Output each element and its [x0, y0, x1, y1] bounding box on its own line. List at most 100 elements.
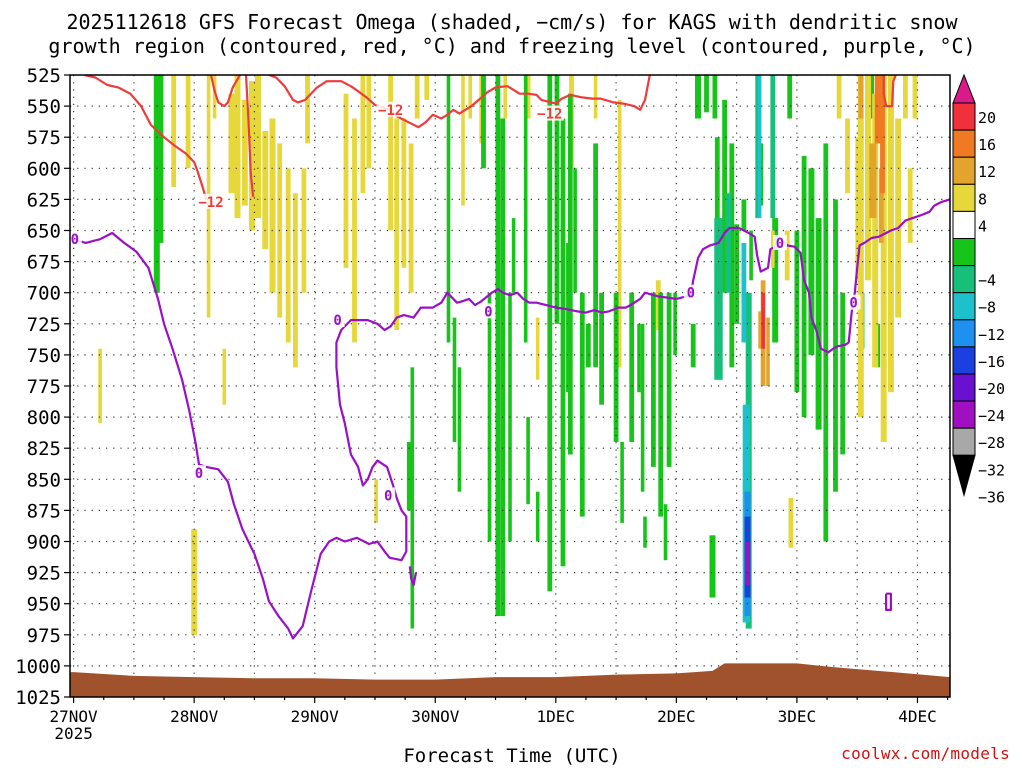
colorbar-swatch [952, 265, 976, 294]
omega-region-2 [98, 348, 102, 424]
omega-region-129 [903, 75, 908, 119]
omega-region-73 [658, 292, 664, 517]
omega-region-80 [712, 75, 718, 119]
omega-region-83 [722, 99, 727, 293]
snow-growth-label: −12 [198, 195, 223, 211]
omega-region-116 [766, 317, 770, 386]
x-tick-label: 28NOV [170, 707, 219, 726]
omega-region-11 [241, 99, 248, 206]
y-tick-label: 975 [27, 625, 61, 647]
omega-region-112 [745, 541, 750, 585]
omega-region-97 [840, 292, 846, 455]
omega-region-63 [585, 323, 591, 368]
omega-region-103 [725, 193, 732, 293]
omega-region-22 [360, 75, 366, 194]
omega-region-19 [301, 168, 307, 293]
omega-region-79 [704, 75, 709, 113]
omega-region-81 [714, 137, 720, 225]
freezing-level-contour-2 [885, 592, 892, 611]
omega-region-48 [487, 292, 492, 542]
x-axis-label: Forecast Time (UTC) [403, 745, 621, 767]
omega-region-120 [836, 75, 842, 119]
y-tick-label: 650 [27, 221, 61, 243]
omega-region-36 [535, 317, 540, 380]
omega-region-118 [784, 230, 790, 281]
freezing-level-label: 0 [195, 466, 203, 482]
omega-region-53 [523, 75, 528, 343]
omega-region-90 [787, 75, 793, 119]
snow-growth-contour-0 [84, 75, 208, 200]
omega-region-91 [794, 230, 800, 393]
y-tick-label: 900 [27, 532, 61, 554]
y-tick-label: 950 [27, 594, 61, 616]
omega-region-70 [640, 323, 645, 492]
y-tick-label: 800 [27, 407, 61, 429]
omega-region-72 [651, 292, 656, 467]
omega-region-20 [343, 93, 349, 268]
y-tick-label: 700 [27, 283, 61, 305]
omega-region-132 [858, 75, 864, 119]
omega-region-92 [801, 155, 807, 418]
y-tick-label: 850 [27, 469, 61, 491]
omega-region-68 [629, 292, 635, 442]
freezing-level-contour-1 [408, 566, 418, 587]
colorbar-top-arrow [952, 73, 976, 104]
omega-region-135 [874, 75, 881, 144]
omega-region-42 [406, 442, 411, 511]
colorbar-label: −12 [978, 326, 1005, 344]
omega-region-119 [788, 498, 794, 548]
omega-region-67 [620, 442, 624, 523]
omega-region-31 [461, 75, 465, 206]
omega-region-136 [880, 75, 885, 194]
y-tick-label: 925 [27, 563, 61, 585]
colorbar-label: −16 [978, 353, 1005, 371]
x-tick-label: 30NOV [411, 707, 460, 726]
omega-region-12 [249, 81, 255, 231]
omega-region-54 [526, 417, 530, 505]
omega-region-39 [617, 99, 622, 368]
omega-region-34 [503, 75, 507, 119]
y-tick-label: 600 [27, 158, 61, 180]
x-tick-label: 2DEC [657, 707, 696, 726]
omega-region-125 [872, 93, 879, 368]
omega-region-109 [757, 75, 762, 219]
omega-region-123 [857, 75, 864, 418]
omega-region-134 [878, 168, 884, 243]
colorbar-label: −4 [978, 272, 996, 290]
omega-region-58 [560, 118, 566, 567]
omega-region-28 [408, 143, 414, 293]
x-tick-label: 1DEC [537, 707, 576, 726]
omega-region-18 [293, 193, 298, 368]
omega-region-0 [153, 75, 160, 293]
freezing-level-label: 0 [71, 232, 79, 248]
omega-region-78 [695, 75, 701, 119]
freezing-level-label: 0 [484, 304, 492, 320]
credit-link[interactable]: coolwx.com/models [841, 744, 1010, 763]
omega-region-87 [749, 230, 753, 281]
omega-region-17 [285, 168, 291, 343]
colorbar-label: −36 [978, 488, 1005, 506]
omega-region-38 [593, 75, 598, 119]
y-tick-label: 525 [27, 65, 61, 87]
y-tick-label: 675 [27, 252, 61, 274]
omega-region-94 [815, 218, 822, 430]
omega-region-45 [452, 317, 457, 442]
snow-growth-label: −12 [378, 103, 403, 119]
chart-title-line1: 2025112618 GFS Forecast Omega (shaded, −… [66, 10, 958, 34]
colorbar-swatch [952, 238, 976, 267]
omega-region-25 [388, 75, 393, 231]
omega-region-33 [479, 75, 483, 144]
colorbar-swatch [952, 427, 976, 456]
omega-region-62 [579, 292, 585, 517]
freezing-level-label: 0 [849, 296, 857, 312]
colorbar-swatch [952, 156, 976, 185]
omega-region-86 [741, 199, 747, 231]
colorbar-swatch [952, 102, 976, 131]
colorbar-swatch [952, 346, 976, 375]
freezing-level-label: 0 [687, 286, 695, 302]
omega-region-55 [535, 491, 540, 542]
colorbar-label: −32 [978, 461, 1005, 479]
omega-region-10 [234, 75, 241, 219]
